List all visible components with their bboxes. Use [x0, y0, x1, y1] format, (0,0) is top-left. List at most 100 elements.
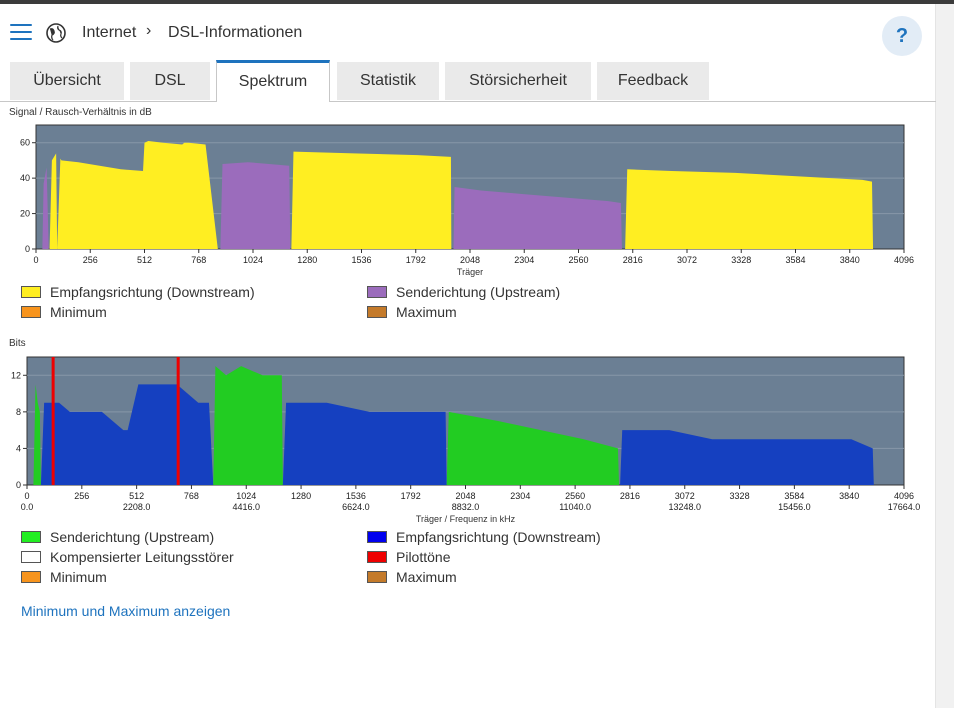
x-tick-label: 3840 — [840, 255, 860, 265]
legend-swatch — [21, 571, 41, 583]
y-tick-label: 0 — [16, 480, 21, 490]
x-tick-label: 3328 — [731, 255, 751, 265]
x-tick-label: 2048 — [460, 255, 480, 265]
series-area — [446, 411, 620, 485]
series-area — [291, 151, 452, 249]
bits-chart-title: Bits — [9, 338, 26, 349]
globe-icon — [46, 23, 66, 43]
tab-uebersicht[interactable]: Übersicht — [10, 62, 124, 100]
x-tick-label: 0 — [24, 491, 29, 501]
x-tick-label-khz: 2208.0 — [123, 502, 151, 512]
x-axis-label: Träger — [457, 267, 483, 277]
show-min-max-link[interactable]: Minimum und Maximum anzeigen — [21, 603, 231, 619]
legend-label: Minimum — [50, 569, 107, 585]
x-tick-label: 0 — [33, 255, 38, 265]
x-tick-label-khz: 6624.0 — [342, 502, 370, 512]
tab-spektrum[interactable]: Spektrum — [216, 60, 330, 102]
tab-statistik[interactable]: Statistik — [337, 62, 439, 100]
legend-label: Kompensierter Leitungsstörer — [50, 549, 234, 565]
x-tick-label: 512 — [137, 255, 152, 265]
x-tick-label: 512 — [129, 491, 144, 501]
x-tick-label: 2048 — [455, 491, 475, 501]
x-tick-label: 4096 — [894, 255, 914, 265]
y-tick-label: 0 — [25, 244, 30, 254]
x-tick-label: 1024 — [243, 255, 263, 265]
series-area — [40, 384, 214, 485]
x-axis-label: Träger / Frequenz in kHz — [416, 514, 516, 524]
x-tick-label: 3072 — [677, 255, 697, 265]
page-title: DSL-Informationen — [168, 24, 303, 41]
legend-swatch — [367, 551, 387, 563]
x-tick-label-khz: 4416.0 — [232, 502, 260, 512]
x-tick-label: 1536 — [351, 255, 371, 265]
x-tick-label: 3584 — [784, 491, 804, 501]
x-tick-label: 4096 — [894, 491, 914, 501]
window-top-border — [0, 0, 954, 4]
x-tick-label: 256 — [74, 491, 89, 501]
x-tick-label: 3328 — [730, 491, 750, 501]
x-tick-label-khz: 13248.0 — [668, 502, 701, 512]
chevron-right-icon: › — [146, 22, 152, 39]
x-tick-label-khz: 15456.0 — [778, 502, 811, 512]
y-tick-label: 8 — [16, 407, 21, 417]
x-tick-label: 2304 — [514, 255, 534, 265]
tab-feedback[interactable]: Feedback — [597, 62, 709, 100]
x-tick-label: 3840 — [839, 491, 859, 501]
x-tick-label: 1792 — [406, 255, 426, 265]
legend-swatch — [367, 571, 387, 583]
legend-label: Senderichtung (Upstream) — [50, 529, 215, 545]
y-tick-label: 40 — [20, 173, 30, 183]
series-area — [42, 167, 49, 249]
help-button[interactable]: ? — [882, 16, 922, 56]
series-area — [33, 384, 41, 485]
legend-swatch — [21, 306, 41, 318]
x-tick-label: 2560 — [565, 491, 585, 501]
x-tick-label-khz: 17664.0 — [888, 502, 921, 512]
x-tick-label: 1280 — [291, 491, 311, 501]
series-area — [282, 402, 447, 485]
x-tick-label: 3584 — [785, 255, 805, 265]
legend-label: Maximum — [396, 304, 457, 320]
y-tick-label: 4 — [16, 443, 21, 453]
x-tick-label: 768 — [191, 255, 206, 265]
tab-bar: Übersicht DSL Spektrum Statistik Störsic… — [0, 60, 936, 102]
legend-swatch — [367, 306, 387, 318]
tab-stoersicherheit[interactable]: Störsicherheit — [445, 62, 591, 100]
hamburger-menu-icon[interactable] — [10, 24, 32, 42]
page-header: Internet › DSL-Informationen ? — [0, 4, 936, 60]
x-tick-label: 1792 — [401, 491, 421, 501]
bits-chart: 0 4 8 12 0 256 512 768 1024 1280 1536 1792 2048 2304 2… — [11, 356, 921, 524]
x-tick-label: 2816 — [623, 255, 643, 265]
snr-chart: 0 20 40 60 0 256 512 768 1024 1280 1536 1792 2048 230… — [20, 124, 914, 277]
legend-label: Pilottöne — [396, 549, 451, 565]
tab-dsl[interactable]: DSL — [130, 62, 210, 100]
breadcrumb-internet[interactable]: Internet — [82, 24, 137, 41]
legend-swatch — [21, 286, 41, 298]
legend-swatch — [21, 531, 41, 543]
legend-label: Minimum — [50, 304, 107, 320]
legend-label: Senderichtung (Upstream) — [396, 284, 561, 300]
x-tick-label: 768 — [184, 491, 199, 501]
snr-chart-title: Signal / Rausch-Verhältnis in dB — [9, 107, 152, 118]
y-tick-label: 12 — [11, 370, 21, 380]
y-tick-label: 20 — [20, 209, 30, 219]
vertical-scrollbar[interactable] — [935, 4, 954, 708]
legend-swatch — [367, 286, 387, 298]
x-tick-label-khz: 11040.0 — [559, 502, 591, 512]
x-tick-label: 2304 — [510, 491, 530, 501]
x-tick-label-khz: 0.0 — [21, 502, 34, 512]
x-tick-label: 2560 — [568, 255, 588, 265]
x-tick-label-khz: 8832.0 — [452, 502, 480, 512]
x-tick-label: 1536 — [346, 491, 366, 501]
y-tick-label: 60 — [20, 138, 30, 148]
x-tick-label: 1024 — [236, 491, 256, 501]
series-area — [453, 187, 622, 249]
x-tick-label: 2816 — [620, 491, 640, 501]
series-area — [213, 366, 283, 485]
legend-label: Maximum — [396, 569, 457, 585]
legend-swatch — [367, 531, 387, 543]
series-area — [620, 430, 874, 485]
x-tick-label: 3072 — [675, 491, 695, 501]
legend-swatch — [21, 551, 41, 563]
scrollbar-thumb[interactable] — [939, 12, 949, 692]
